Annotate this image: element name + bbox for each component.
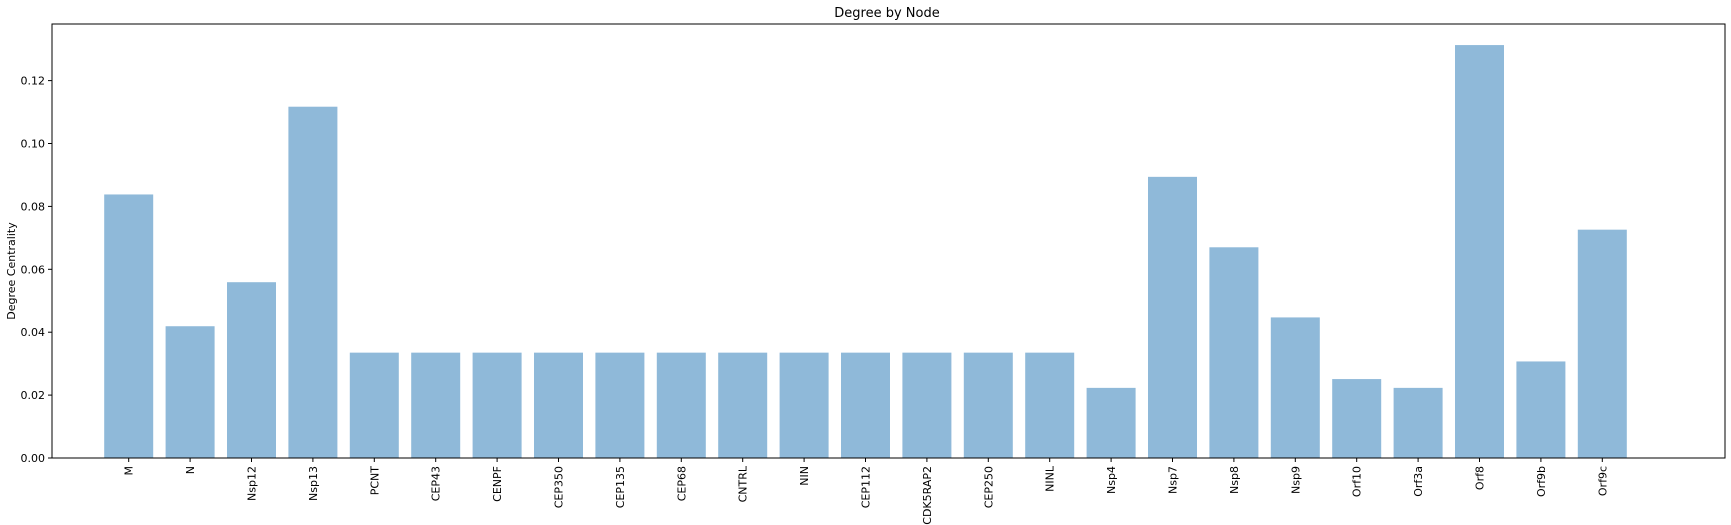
bar-nsp12 [227, 282, 276, 458]
x-tick-label: Orf9b [1535, 466, 1548, 497]
chart-title: Degree by Node [834, 6, 939, 21]
bar-nsp4 [1086, 387, 1136, 458]
plot-frame [51, 23, 1726, 459]
y-tick-label: 0.04 [21, 326, 46, 339]
bar-cep68 [656, 352, 706, 458]
x-tick-label: N [184, 466, 197, 474]
x-tick-label: CENPF [491, 466, 504, 502]
bar-cep350 [534, 352, 583, 458]
bar-orf10 [1332, 379, 1382, 458]
x-tick-label: Orf9c [1596, 466, 1609, 496]
x-tick-label: Nsp9 [1289, 466, 1302, 494]
bar-nsp7 [1148, 176, 1197, 458]
bar-cdk5rap2 [902, 352, 952, 458]
y-tick-label: 0.10 [21, 138, 46, 151]
x-tick-label: CEP68 [675, 466, 688, 501]
bar-orf9b [1516, 361, 1566, 458]
x-tick-label: Nsp8 [1228, 466, 1241, 494]
x-tick-label: Orf3a [1412, 466, 1425, 497]
x-tick-label: Nsp4 [1105, 466, 1118, 494]
x-tick-label: CNTRL [737, 465, 750, 502]
x-tick-label: CEP112 [860, 466, 873, 508]
bar-cep43 [411, 352, 461, 458]
y-tick-label: 0.00 [21, 452, 46, 465]
x-tick-label: Orf8 [1474, 466, 1487, 490]
x-tick-label: Nsp13 [307, 466, 320, 501]
bar-orf9c [1577, 229, 1627, 458]
x-tick-label: CDK5RAP2 [921, 466, 934, 525]
y-tick-label: 0.06 [21, 263, 46, 276]
bar-cntrl [718, 352, 768, 458]
bar-cep135 [595, 352, 645, 458]
bar-cep250 [963, 352, 1013, 458]
y-tick-label: 0.12 [21, 75, 46, 88]
x-tick-label: CEP250 [982, 466, 995, 508]
bar-cep112 [841, 352, 890, 458]
y-axis-label: Degree Centrality [5, 222, 18, 320]
bars-group [104, 45, 1627, 458]
x-tick-label: Orf10 [1351, 466, 1364, 497]
bar-nsp13 [288, 106, 338, 458]
bar-m [104, 194, 154, 458]
bar-nin [779, 352, 829, 458]
x-tick-label: NIN [798, 466, 811, 486]
bar-n [165, 326, 215, 458]
x-tick-label: Nsp12 [246, 466, 259, 501]
x-tick-label: NINL [1044, 465, 1057, 492]
bar-cenpf [472, 352, 522, 458]
y-tick-label: 0.08 [21, 200, 46, 213]
x-tick-label: PCNT [368, 466, 381, 496]
x-tick-label: Nsp7 [1167, 466, 1180, 494]
bar-ninl [1025, 352, 1075, 458]
bar-orf8 [1455, 45, 1504, 458]
bar-nsp9 [1270, 317, 1320, 458]
bar-pcnt [349, 352, 399, 458]
x-tick-label: CEP135 [614, 466, 627, 508]
bar-orf3a [1393, 387, 1443, 458]
x-tick-label: CEP350 [553, 466, 566, 508]
x-axis-ticks: M N Nsp12 Nsp13 PCNT CEP43 CENPF CEP350 CEP135 CE… [123, 458, 1609, 525]
y-axis-ticks: 0.00 0.02 0.04 0.06 0.08 0.10 0.12 [21, 75, 52, 465]
bar-nsp8 [1209, 247, 1259, 458]
x-tick-label: CEP43 [430, 466, 443, 501]
y-tick-label: 0.02 [21, 389, 46, 402]
x-tick-label: M [123, 466, 136, 476]
